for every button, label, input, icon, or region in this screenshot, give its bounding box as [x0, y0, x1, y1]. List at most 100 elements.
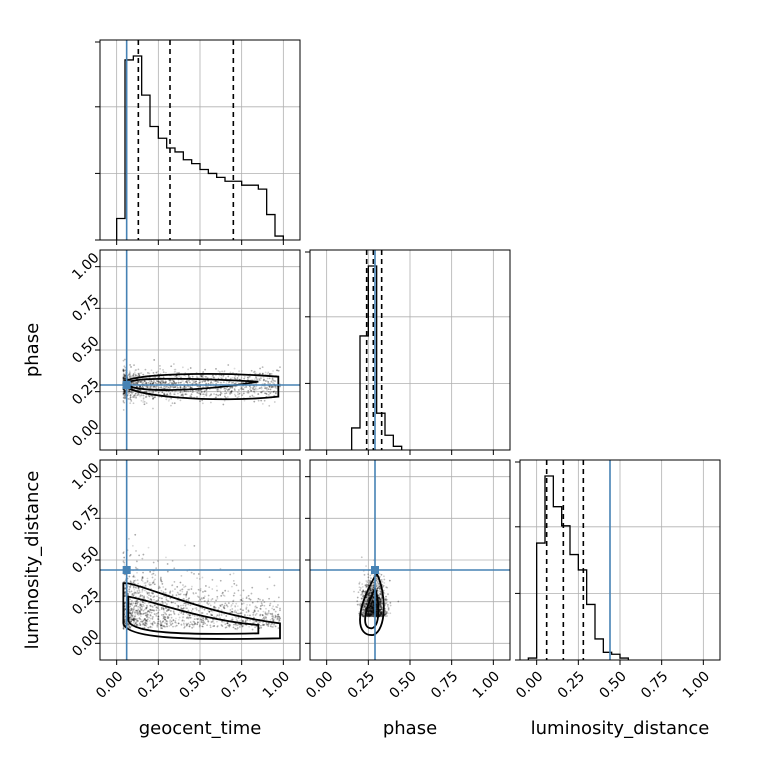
- sample-point: [381, 614, 383, 617]
- sample-point: [212, 625, 215, 628]
- sample-point: [199, 589, 202, 592]
- sample-point: [367, 584, 370, 586]
- sample-point: [140, 381, 143, 384]
- sample-point: [134, 622, 137, 625]
- sample-point: [151, 395, 154, 398]
- sample-point: [368, 612, 371, 615]
- sample-point: [147, 609, 150, 612]
- sample-point: [265, 393, 268, 395]
- sample-point: [143, 612, 146, 615]
- grid: [310, 460, 510, 660]
- sample-point: [252, 616, 255, 619]
- sample-point: [122, 409, 125, 411]
- sample-point: [372, 609, 374, 612]
- sample-point: [360, 613, 363, 616]
- sample-point: [276, 369, 279, 372]
- sample-point: [365, 604, 368, 607]
- sample-point: [155, 371, 157, 374]
- sample-point: [369, 605, 372, 608]
- sample-point: [232, 381, 235, 384]
- sample-point: [148, 380, 151, 383]
- sample-point: [145, 382, 147, 385]
- sample-point: [211, 597, 214, 600]
- sample-point: [370, 613, 373, 616]
- sample-point: [135, 587, 138, 590]
- sample-point: [147, 626, 150, 629]
- sample-point: [160, 624, 163, 627]
- sample-point: [162, 591, 165, 594]
- sample-point: [123, 594, 126, 597]
- sample-point: [193, 572, 195, 575]
- sample-point: [198, 625, 201, 628]
- sample-point: [122, 388, 125, 391]
- sample-point: [172, 363, 175, 365]
- sample-point: [122, 368, 125, 370]
- x-axis-label-phase: phase: [383, 718, 437, 739]
- sample-point: [370, 614, 373, 616]
- sample-point: [260, 602, 263, 605]
- sample-point: [124, 377, 127, 380]
- sample-point: [139, 594, 142, 596]
- sample-point: [371, 611, 374, 613]
- sample-point: [129, 585, 131, 588]
- sample-point: [367, 610, 369, 613]
- sample-point: [207, 598, 210, 600]
- sample-point: [257, 610, 260, 612]
- sample-point: [164, 625, 166, 628]
- sample-point: [171, 590, 174, 593]
- sample-point: [234, 605, 237, 607]
- sample-point: [183, 619, 185, 622]
- sample-point: [233, 582, 236, 585]
- sample-point: [369, 609, 372, 612]
- sample-point: [375, 606, 378, 609]
- sample-point: [370, 604, 373, 607]
- sample-point: [385, 611, 388, 614]
- sample-point: [369, 605, 372, 608]
- sample-point: [189, 614, 191, 617]
- sample-point: [230, 604, 233, 607]
- sample-point: [145, 382, 148, 385]
- sample-point: [146, 623, 148, 625]
- sample-point: [274, 380, 277, 382]
- sample-point: [161, 620, 164, 623]
- sample-point: [202, 590, 204, 593]
- sample-point: [143, 403, 146, 406]
- sample-point: [139, 389, 142, 392]
- sample-point: [268, 377, 271, 380]
- sample-point: [378, 609, 381, 611]
- sample-point: [137, 620, 139, 622]
- sample-point: [370, 584, 373, 587]
- sample-point: [375, 610, 378, 613]
- sample-point: [123, 373, 126, 376]
- sample-point: [229, 573, 232, 576]
- sample-point: [226, 388, 229, 391]
- sample-point: [160, 578, 163, 581]
- sample-point: [371, 600, 374, 602]
- sample-point: [140, 579, 143, 581]
- sample-point: [150, 592, 153, 594]
- sample-point: [176, 591, 179, 594]
- sample-point: [128, 626, 130, 628]
- sample-point: [157, 382, 160, 385]
- sample-point: [159, 620, 162, 623]
- sample-point: [265, 392, 268, 395]
- sample-point: [134, 614, 137, 616]
- y-axis-label-phase: phase: [22, 323, 43, 377]
- sample-point: [220, 381, 222, 384]
- sample-point: [133, 619, 135, 621]
- sample-point: [236, 619, 239, 622]
- sample-point: [380, 606, 383, 609]
- sample-point: [368, 605, 371, 608]
- contours: [122, 373, 280, 401]
- sample-point: [379, 599, 382, 602]
- sample-point: [153, 380, 155, 383]
- sample-point: [173, 385, 176, 388]
- sample-point: [370, 611, 372, 614]
- sample-point: [139, 595, 142, 598]
- sample-point: [254, 372, 256, 375]
- sample-point: [255, 625, 258, 628]
- sample-point: [375, 610, 378, 613]
- sample-point: [378, 615, 381, 617]
- sample-point: [129, 625, 131, 628]
- sample-point: [368, 615, 371, 618]
